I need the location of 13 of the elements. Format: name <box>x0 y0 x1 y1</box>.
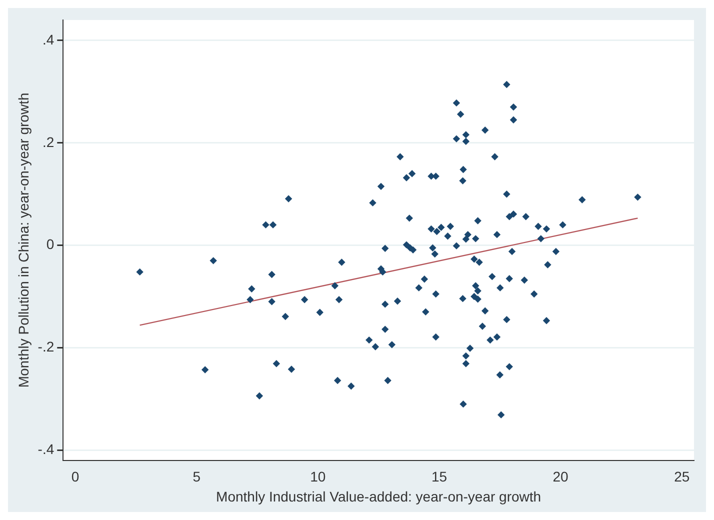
y-tick-label: -.4 <box>38 441 54 458</box>
x-tick-label: 5 <box>192 468 201 485</box>
y-tick-label: -.2 <box>38 338 54 355</box>
y-tick-label: .4 <box>42 31 54 48</box>
x-tick-label: 25 <box>674 468 690 485</box>
x-tick-label: 10 <box>310 468 326 485</box>
y-axis-title: Monthly Pollution in China: year-on-year growth <box>15 92 32 388</box>
x-tick-label: 20 <box>552 468 569 485</box>
x-axis-title: Monthly Industrial Value-added: year-on-year growth <box>216 488 542 504</box>
y-tick-label: 0 <box>46 236 54 252</box>
x-tick-label: 0 <box>71 468 80 485</box>
y-tick-label: .2 <box>42 134 54 150</box>
x-tick-label: 15 <box>431 468 448 485</box>
